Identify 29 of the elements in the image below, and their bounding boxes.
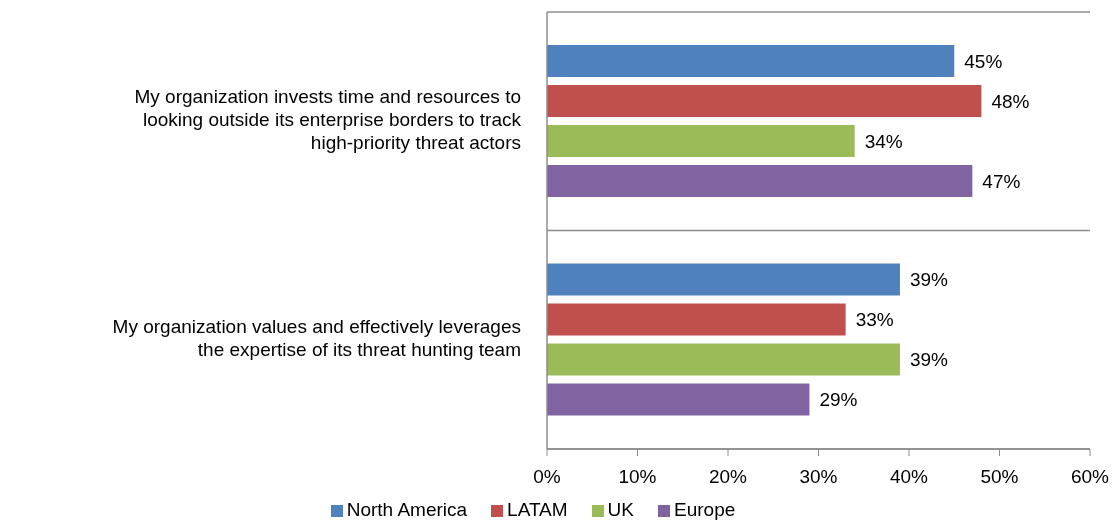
data-label: 39% [909,349,949,371]
data-label: 47% [982,170,1021,192]
data-label: 29% [819,389,858,411]
bar [547,303,846,336]
x-tick-label: 0% [533,466,561,488]
bar [547,125,855,157]
bar [547,383,810,416]
x-tick-label: 10% [618,466,657,488]
data-label: 34% [864,130,903,152]
bar [547,85,982,117]
x-tick-label: 30% [799,466,838,488]
bar [547,343,900,376]
legend-label: LATAM [507,499,568,520]
data-label: 39% [909,269,949,291]
data-label: 48% [991,90,1030,112]
legend-label: Europe [674,499,736,520]
legend-label: North America [346,499,468,520]
bar [547,45,955,77]
x-tick-label: 40% [889,466,929,488]
x-tick-label: 50% [980,466,1019,488]
x-tick-label: 20% [708,466,748,488]
x-tick-label: 60% [1070,466,1110,488]
data-label: 45% [964,50,1003,72]
bar [547,263,900,296]
y-tick-label: My organization invests time and resources to looking outside its enterprise borders to track high-priority threat actors [134,86,522,154]
legend-label: UK [607,499,635,520]
data-label: 33% [855,309,894,331]
y-tick-label: My organization values and effectively leverages the expertise of its threat hunting team [112,316,521,361]
bar [547,165,973,197]
